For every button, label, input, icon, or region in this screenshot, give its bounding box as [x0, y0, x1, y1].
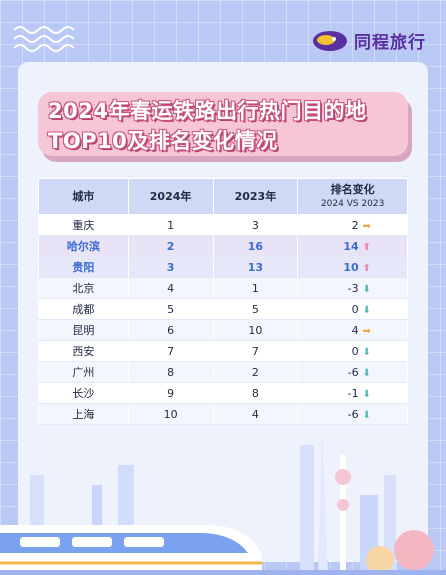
- rank-change-value: 14: [343, 239, 359, 253]
- rank-2024-cell: 9: [127, 382, 214, 404]
- rank-2024-cell: 6: [127, 319, 214, 341]
- arrow-down-icon: ⬇: [362, 388, 371, 400]
- rank-change-value: -6: [347, 407, 359, 421]
- arrow-right-icon: ➡: [362, 325, 371, 337]
- ranking-table: 城市 2024年 2023年 排名变化 2024 VS 2023 重庆 1 3 2 ➡ 哈…: [38, 178, 408, 425]
- table-body: 重庆 1 3 2 ➡ 哈尔滨 2 16 14 ⬆ 贵阳 3 13 10 ⬆ 北京 4 1 -3 ⬇ 成都 5 5 0 ⬇ 昆明 6 1…: [38, 214, 408, 425]
- rank-change-value: 0: [351, 302, 359, 316]
- arrow-up-icon: ⬆: [362, 262, 371, 274]
- rank-2023-cell: 8: [212, 382, 299, 404]
- rank-change-cell: -6 ⬇: [297, 403, 408, 425]
- city-cell: 贵阳: [38, 256, 129, 278]
- rank-change-value: 0: [351, 344, 359, 358]
- city-cell: 北京: [38, 277, 129, 299]
- rank-2023-cell: 3: [212, 214, 299, 236]
- rank-2024-cell: 7: [127, 340, 214, 362]
- city-cell: 成都: [38, 298, 129, 320]
- city-cell: 长沙: [38, 382, 129, 404]
- table-row: 广州 8 2 -6 ⬇: [38, 361, 408, 383]
- rank-2023-cell: 13: [212, 256, 299, 278]
- rank-2023-cell: 10: [212, 319, 299, 341]
- header-city: 城市: [38, 178, 129, 215]
- brand-logo: 同程旅行: [312, 28, 426, 53]
- table-row: 上海 10 4 -6 ⬇: [38, 403, 408, 425]
- arrow-down-icon: ⬇: [362, 367, 371, 379]
- page-title: 2024年春运铁路出行热门目的地TOP10及排名变化情况: [48, 99, 367, 153]
- arrow-up-icon: ⬆: [362, 241, 371, 253]
- rank-2024-cell: 2: [127, 235, 214, 257]
- table-row: 贵阳 3 13 10 ⬆: [38, 256, 408, 278]
- rank-change-cell: 4 ➡: [297, 319, 408, 341]
- rank-2023-cell: 5: [212, 298, 299, 320]
- table-row: 重庆 1 3 2 ➡: [38, 214, 408, 236]
- rank-change-value: 4: [351, 323, 359, 337]
- city-cell: 西安: [38, 340, 129, 362]
- brand-name: 同程旅行: [354, 33, 426, 53]
- table-header-row: 城市 2024年 2023年 排名变化 2024 VS 2023: [38, 178, 408, 215]
- rank-2024-cell: 4: [127, 277, 214, 299]
- header-2024: 2024年: [127, 178, 214, 215]
- rank-change-cell: -1 ⬇: [297, 382, 408, 404]
- rank-2023-cell: 4: [212, 403, 299, 425]
- city-cell: 哈尔滨: [38, 235, 129, 257]
- rank-change-cell: 14 ⬆: [297, 235, 408, 257]
- rank-change-cell: 0 ⬇: [297, 340, 408, 362]
- table-row: 哈尔滨 2 16 14 ⬆: [38, 235, 408, 257]
- rank-2024-cell: 5: [127, 298, 214, 320]
- arrow-down-icon: ⬇: [362, 346, 371, 358]
- header-change-sub: 2024 VS 2023: [320, 198, 385, 209]
- arrow-down-icon: ⬇: [362, 304, 371, 316]
- header-change-label: 排名变化: [330, 182, 375, 196]
- header-change: 排名变化 2024 VS 2023: [297, 178, 408, 215]
- rank-2024-cell: 8: [127, 361, 214, 383]
- rank-change-value: -3: [347, 281, 359, 295]
- rank-change-value: -6: [347, 365, 359, 379]
- table-row: 昆明 6 10 4 ➡: [38, 319, 408, 341]
- tongcheng-logo-icon: [313, 30, 347, 51]
- city-cell: 上海: [38, 403, 129, 425]
- rank-2023-cell: 2: [212, 361, 299, 383]
- city-cell: 重庆: [38, 214, 129, 236]
- rank-change-cell: 0 ⬇: [297, 298, 408, 320]
- arrow-down-icon: ⬇: [362, 283, 371, 295]
- city-cell: 广州: [38, 361, 129, 383]
- rank-change-value: -1: [347, 386, 359, 400]
- rank-change-cell: -6 ⬇: [297, 361, 408, 383]
- rank-change-value: 10: [343, 260, 359, 274]
- city-cell: 昆明: [38, 319, 129, 341]
- table-row: 长沙 9 8 -1 ⬇: [38, 382, 408, 404]
- rank-change-cell: 2 ➡: [297, 214, 408, 236]
- arrow-right-icon: ➡: [362, 220, 371, 232]
- rank-change-cell: -3 ⬇: [297, 277, 408, 299]
- rank-2024-cell: 10: [127, 403, 214, 425]
- rank-2023-cell: 1: [212, 277, 299, 299]
- wave-decoration: [13, 26, 75, 52]
- rank-change-cell: 10 ⬆: [297, 256, 408, 278]
- rank-2023-cell: 16: [212, 235, 299, 257]
- title-box: [38, 92, 408, 156]
- table-row: 北京 4 1 -3 ⬇: [38, 277, 408, 299]
- arrow-down-icon: ⬇: [362, 409, 371, 421]
- rank-2024-cell: 1: [127, 214, 214, 236]
- table-row: 西安 7 7 0 ⬇: [38, 340, 408, 362]
- rank-change-value: 2: [351, 218, 359, 232]
- table-row: 成都 5 5 0 ⬇: [38, 298, 408, 320]
- rank-2023-cell: 7: [212, 340, 299, 362]
- rank-2024-cell: 3: [127, 256, 214, 278]
- header-2023: 2023年: [212, 178, 299, 215]
